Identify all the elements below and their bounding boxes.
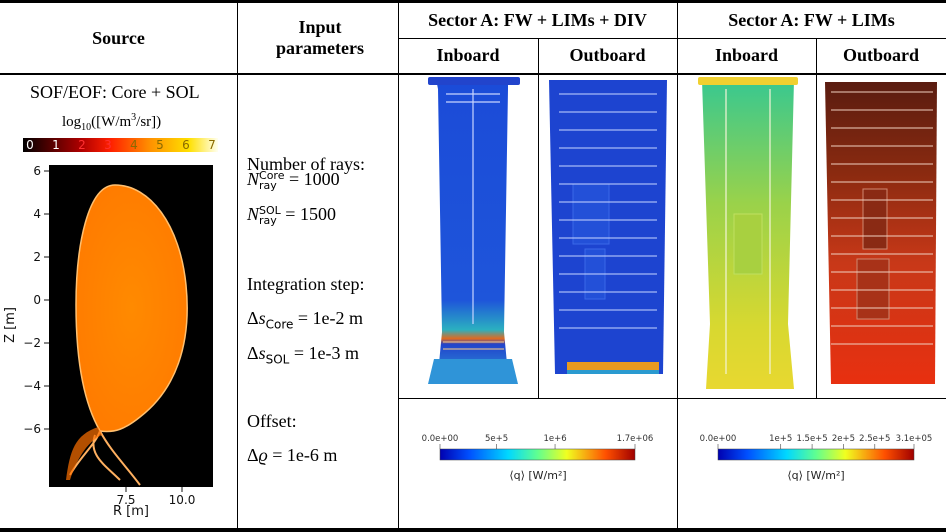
header-outboard: Outboard <box>569 45 646 65</box>
q-tick-label: 1.5e+5 <box>796 434 827 444</box>
q-tick-label: 1.7e+06 <box>617 434 654 444</box>
header-sector-a-div: Sector A: FW + LIMs + DIV <box>428 10 647 30</box>
colorbar-tick: 5 <box>156 138 164 152</box>
q-tick-label: 1e+6 <box>543 434 566 444</box>
col-divider <box>677 0 678 532</box>
source-title: SOF/EOF: Core + SOL <box>30 82 200 102</box>
header-sector-a: Sector A: FW + LIMs <box>728 10 895 30</box>
top-rule <box>0 0 946 3</box>
colorbar-tick: 4 <box>130 138 138 152</box>
inboard-div-render <box>428 77 520 384</box>
outboard-nodiv-render <box>825 82 937 384</box>
offset-val: Δϱ = 1e-6 m <box>247 445 338 465</box>
colorbar-label: log10([W/m3/sr]) <box>62 112 162 133</box>
y-tick-label: −6 <box>23 422 41 436</box>
q-tick-label: 0.0e+00 <box>700 434 737 444</box>
q-tick-label: 3.1e+05 <box>896 434 933 444</box>
subheader-rule <box>398 38 946 39</box>
q-tick-label: 1e+5 <box>769 434 792 444</box>
q-label-div: ⟨q⟩ [W/m²] <box>509 469 566 482</box>
rays-core: N Core ray = 1000 <box>247 168 340 192</box>
y-tick-label: −4 <box>23 379 41 393</box>
offset-title: Offset: <box>247 411 297 431</box>
header-inboard: Inboard <box>714 45 779 65</box>
step-sol: ΔsSOL = 1e-3 m <box>247 343 359 367</box>
y-tick-label: −2 <box>23 336 41 350</box>
y-tick-label: 6 <box>33 164 41 178</box>
rays-sol: N SOL ray = 1500 <box>247 203 336 227</box>
q-tick-label: 0.0e+00 <box>422 434 459 444</box>
col-divider <box>816 38 817 398</box>
rays-title: Number of rays: <box>247 154 365 174</box>
y-tick-label: 2 <box>33 250 41 264</box>
q-tick-label: 5e+5 <box>485 434 508 444</box>
bottom-rule <box>0 528 946 532</box>
colorbar-tick: 2 <box>78 138 86 152</box>
step-title: Integration step: <box>247 274 365 294</box>
x-tick-label: 10.0 <box>169 493 196 507</box>
q-tick-label: 2.5e+5 <box>859 434 890 444</box>
header-inboard: Inboard <box>436 45 500 65</box>
outboard-div-render <box>549 80 667 374</box>
x-axis-label: R [m] <box>113 504 149 519</box>
q-colorbar-div: 0.0e+00 5e+5 1e+6 1.7e+06 ⟨q⟩ [W/m²] <box>422 434 654 482</box>
log-colorbar-ticks: 0 1 2 3 4 5 6 7 <box>26 138 216 152</box>
colorbar-tick: 0 <box>26 138 34 152</box>
header-rule <box>0 73 946 75</box>
col-divider <box>538 38 539 398</box>
colorbar-tick: 1 <box>52 138 60 152</box>
y-axis-ticks: 6 4 2 0 −2 −4 −6 <box>23 164 49 436</box>
col-divider <box>398 0 399 532</box>
colorbar-tick: 7 <box>208 138 216 152</box>
y-axis-label: Z [m] <box>3 307 18 343</box>
colorbar-tick: 3 <box>104 138 112 152</box>
colorbar-tick: 6 <box>182 138 190 152</box>
source-plot: 0 1 2 3 4 5 6 7 6 4 2 0 −2 −4 −6 7.5 10.0 Z [m] R [m] <box>3 138 218 519</box>
colorbar-rule <box>398 398 946 399</box>
plasma-shape <box>75 184 188 433</box>
x-tick-label: 7.5 <box>116 493 135 507</box>
header-source: Source <box>92 27 145 48</box>
col-divider <box>237 0 238 532</box>
q-label-nodiv: ⟨q⟩ [W/m²] <box>787 469 844 482</box>
inboard-nodiv-render <box>698 77 798 389</box>
y-tick-label: 0 <box>33 293 41 307</box>
step-core: ΔsCore = 1e-2 m <box>247 308 364 332</box>
y-tick-label: 4 <box>33 207 41 221</box>
x-axis-ticks: 7.5 10.0 <box>116 487 195 507</box>
q-colorbar-nodiv: 0.0e+00 1e+5 1.5e+5 2e+5 2.5e+5 3.1e+05 ⟨q⟩ [… <box>700 434 933 482</box>
q-tick-label: 2e+5 <box>832 434 855 444</box>
log-colorbar <box>23 138 218 152</box>
header-input: Input parameters <box>276 17 364 58</box>
header-outboard: Outboard <box>842 45 920 65</box>
